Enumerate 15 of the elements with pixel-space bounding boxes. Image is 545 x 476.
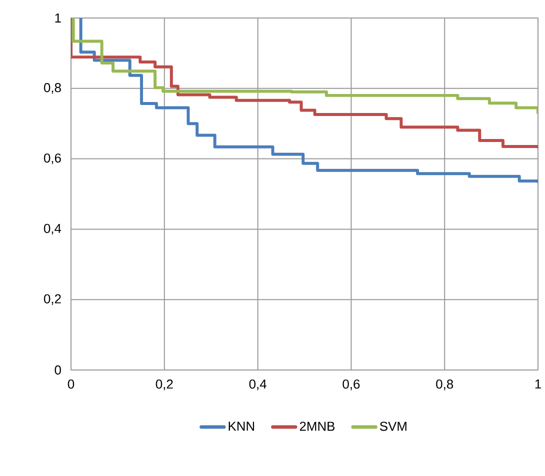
x-tick-label: 1 bbox=[535, 380, 541, 388]
y-tick-label: 1 bbox=[55, 14, 61, 22]
y-tick-label: 0,6 bbox=[44, 153, 61, 164]
x-tick-label: 0,2 bbox=[156, 380, 173, 390]
legend-label: KNN bbox=[228, 422, 254, 431]
x-tick-label: 0,8 bbox=[436, 380, 454, 390]
legend-label: 2MNB bbox=[300, 422, 335, 431]
y-tick-label: 0 bbox=[54, 365, 61, 375]
x-tick-label: 0 bbox=[68, 380, 74, 389]
y-tick-label: 0,2 bbox=[44, 294, 61, 305]
y-tick-label: 0,4 bbox=[44, 224, 62, 235]
y-tick-label: 0,8 bbox=[44, 83, 61, 94]
legend-label: SVM bbox=[380, 422, 406, 431]
x-tick-label: 0,4 bbox=[249, 380, 266, 390]
x-tick-label: 0,6 bbox=[342, 380, 360, 390]
